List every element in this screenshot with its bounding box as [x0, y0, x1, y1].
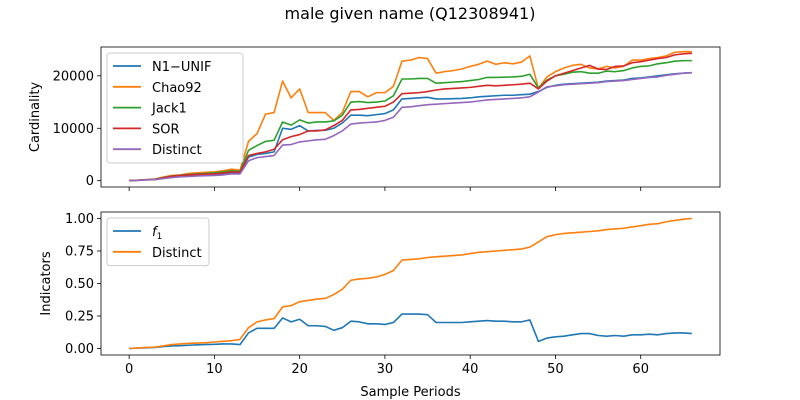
- figure-title: male given name (Q12308941): [285, 4, 536, 23]
- y-axis-label: Cardinality: [28, 82, 43, 153]
- x-tick-label: 60: [632, 362, 649, 377]
- legend-label-0: N1−UNIF: [152, 60, 211, 75]
- y-tick-label: 10000: [53, 122, 94, 137]
- y-axis-label: Indicators: [39, 251, 54, 315]
- legend-label-4: Distinct: [152, 143, 202, 158]
- legend-label-0: f1: [152, 225, 162, 242]
- y-tick-label: 1.00: [65, 212, 94, 227]
- y-tick-label: 0.00: [65, 342, 94, 357]
- x-tick-label: 50: [547, 362, 564, 377]
- x-tick-label: 40: [462, 362, 479, 377]
- y-tick-label: 0.50: [65, 277, 94, 292]
- legend-label-subscript: 1: [157, 232, 163, 242]
- series-line-1: [129, 217, 692, 350]
- legend-label-3: SOR: [152, 122, 180, 137]
- y-tick-label: 0: [86, 174, 94, 189]
- legend-label-2: Jack1: [151, 102, 187, 117]
- x-tick-label: 0: [125, 362, 133, 377]
- series-line-2: [129, 59, 692, 182]
- legend-label-1: Distinct: [152, 246, 202, 261]
- series-line-0: [129, 313, 692, 350]
- legend-box: [106, 217, 210, 267]
- x-tick-label: 30: [377, 362, 394, 377]
- legend-label-main: f: [152, 225, 159, 240]
- x-tick-label: 10: [206, 362, 223, 377]
- series-line-4: [129, 71, 692, 182]
- y-tick-label: 0.75: [65, 245, 94, 260]
- y-tick-label: 20000: [53, 69, 94, 84]
- legend-box: [106, 52, 244, 164]
- legend-label-1: Chao92: [152, 81, 202, 96]
- x-axis-label: Sample Periods: [360, 385, 460, 400]
- plot-frame: [100, 46, 721, 188]
- indicators-panel: 0.00 0.25 0.50 0.75 1.00 0 10 20 30 40 50 60 Indicat…: [39, 211, 721, 400]
- plot-frame: [100, 211, 721, 356]
- series-line-3: [129, 52, 692, 182]
- x-tick-label: 20: [291, 362, 308, 377]
- cardinality-panel: 0 10000 20000 Cardinality N1−UNIF Chao92 Jack1…: [28, 46, 721, 191]
- y-tick-label: 0.25: [65, 310, 94, 325]
